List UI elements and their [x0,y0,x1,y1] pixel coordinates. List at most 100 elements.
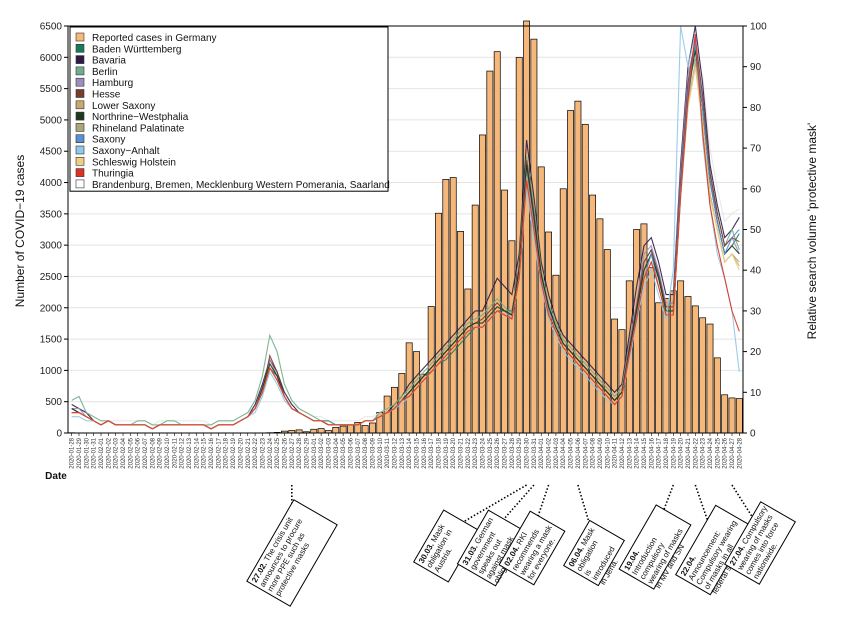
x-tick-label: 2020-03-27 [503,437,509,468]
x-tick-label: 2020-02-02 [106,437,112,468]
x-tick-label: 2020-03-30 [525,437,531,468]
x-tick-label: 2020-04-26 [723,437,729,468]
bar [596,218,604,434]
x-tick-label: 2020-02-08 [150,437,156,468]
x-tick-label: 2020-03-25 [488,437,494,468]
x-tick-label: 2020-04-01 [539,437,545,468]
x-tick-label: 2020-04-10 [605,437,611,468]
x-tick-label: 2020-03-08 [363,437,369,468]
x-tick-label: 2020-04-06 [576,437,582,468]
x-tick-label: 2020-04-23 [701,437,707,468]
legend-label: Reported cases in Germany [92,33,217,44]
x-tick-label: 2020-03-20 [451,437,457,468]
y2-tick-label: 0 [750,429,756,440]
legend-swatch [75,123,85,132]
bar [647,267,655,434]
bar [537,166,545,434]
x-tick-label: 2020-04-22 [693,437,699,468]
legend-swatch [75,89,85,98]
x-tick-label: 2020-01-31 [92,437,98,468]
x-tick-label: 2020-04-21 [686,437,692,468]
x-tick-label: 2020-03-11 [385,437,391,468]
x-tick-label: 2020-03-16 [422,437,428,468]
x-tick-label: 2020-02-25 [275,437,281,468]
x-tick-label: 2020-04-11 [613,437,619,468]
x-tick-label: 2020-03-22 [466,437,472,468]
x-tick-label: 2020-03-21 [459,437,465,468]
x-tick-label: 2020-02-10 [165,437,171,468]
legend-label: Rhineland Palatinate [92,123,185,134]
bar [611,318,619,434]
legend-label: Hamburg [92,78,133,89]
annotations: 27.02. The crisis unitannounces to procu… [246,484,797,607]
x-tick-label: 2020-04-19 [671,437,677,468]
annotation-frame [723,501,797,585]
bar [728,397,736,434]
x-tick-label: 2020-02-16 [209,437,215,468]
x-tick-label: 2020-04-09 [598,437,604,468]
y-tick-label: 5500 [40,84,63,95]
bar [603,249,611,434]
y2-tick-label: 40 [750,266,762,277]
x-tick-label: 2020-03-29 [517,437,523,468]
x-tick-label: 2020-02-12 [180,437,186,468]
x-tick-label: 2020-04-16 [649,437,655,468]
y-tick-label: 3500 [40,209,63,220]
bar [545,231,552,434]
legend-label: Bavaria [92,56,126,67]
legend-swatch [75,145,85,155]
x-tick-label: 2020-02-11 [172,437,178,468]
x-tick-label: 2020-04-04 [561,437,567,468]
x-tick-label: 2020-03-02 [319,437,325,468]
y-tick-label: 2000 [40,303,63,314]
x-tick-label: 2020-02-01 [99,437,105,468]
x-tick-label: 2020-02-15 [202,437,208,468]
y-tick-label: 500 [45,397,62,408]
x-tick-label: 2020-03-06 [349,437,355,468]
x-tick-label: 2020-03-31 [532,437,538,468]
x-tick-label: 2020-04-18 [664,437,670,468]
y-tick-label: 6000 [40,53,63,64]
y-tick-label: 6500 [40,22,63,33]
legend-box [69,26,389,192]
bar [347,424,354,434]
y2-tick-label: 90 [750,62,762,73]
y2-tick-label: 50 [750,225,762,236]
bar [383,395,391,434]
bar [369,422,376,434]
y2-tick-label: 30 [750,306,762,317]
legend-swatch [75,168,85,177]
x-tick-label: 2020-03-01 [312,437,318,468]
legend-label: Northrine−Westphalia [92,112,189,123]
y-axis-title: Number of COVID−19 cases [13,155,27,307]
y-tick-label: 3000 [40,241,63,252]
bar [442,179,450,434]
x-tick-label: 2020-02-03 [114,437,120,468]
legend-label: Brandenburg, Bremen, Mecklenburg Western… [92,180,390,191]
bar [339,425,347,434]
annotation-frame [562,519,626,587]
x-tick-label: 2020-02-07 [143,437,149,468]
y2-tick-label: 60 [750,184,762,195]
annotation-frame [618,504,692,590]
x-tick-label: 2020-02-06 [136,437,142,468]
x-tick-label: 2020-01-29 [77,437,83,468]
x-tick-label: 2020-02-14 [194,437,200,468]
legend-swatch [75,77,85,87]
x-tick-label: 2020-03-24 [481,437,487,468]
y-tick-label: 4500 [40,147,63,158]
legend-label: Baden Württemberg [92,44,182,55]
search-volume-lines [71,25,740,430]
bar [449,177,457,434]
x-tick-label: 2020-04-14 [635,437,641,468]
x-tick-label: 2020-04-07 [583,437,589,468]
x-tick-label: 2020-02-26 [282,437,288,468]
bar [479,134,486,434]
x-tick-label: 2020-02-28 [297,437,303,468]
x-tick-label: 2020-04-03 [554,437,560,468]
annotation-box: 06.04. Maskobligationisintroducedin Jena… [562,519,626,587]
legend-swatch [75,43,85,53]
x-tick-label: 2020-03-13 [400,437,406,468]
x-tick-label: 2020-02-22 [253,437,259,468]
